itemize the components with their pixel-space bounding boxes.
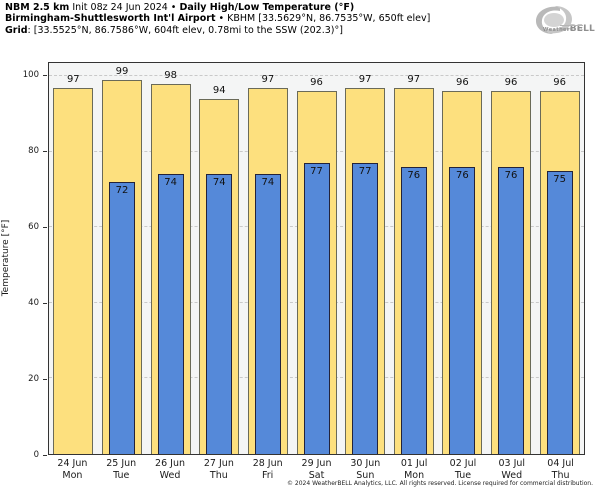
low-bar: 74 bbox=[254, 174, 281, 454]
high-value-label: 96 bbox=[456, 77, 469, 89]
y-tick-mark bbox=[43, 454, 47, 456]
y-axis-title: Temperature [°F] bbox=[1, 219, 11, 297]
y-tick-label: 20 bbox=[28, 373, 39, 384]
logo-brand-prefix: Weather bbox=[543, 27, 570, 33]
x-tick-weekday: Fri bbox=[262, 469, 274, 481]
low-bar: 76 bbox=[400, 166, 427, 454]
x-tick-label: 26 Jun Wed bbox=[155, 458, 185, 481]
init-time: Init 08z 24 Jun 2024 • bbox=[69, 2, 180, 13]
x-tick-date: 26 Jun bbox=[155, 458, 186, 469]
low-bar: 76 bbox=[498, 166, 525, 454]
x-tick-weekday: Mon bbox=[62, 469, 83, 481]
low-bar: 75 bbox=[546, 170, 573, 454]
y-tick-mark bbox=[43, 302, 47, 304]
x-tick-label: 28 Jun Fri bbox=[253, 458, 283, 481]
y-tick-mark bbox=[43, 378, 47, 380]
x-tick-weekday: Thu bbox=[209, 469, 228, 481]
y-tick-mark bbox=[43, 226, 47, 228]
header-line-3: Grid: [33.5525°N, 86.7586°W, 604ft elev,… bbox=[5, 25, 430, 36]
low-bar: 72 bbox=[108, 182, 135, 454]
high-value-label: 98 bbox=[164, 69, 177, 81]
x-tick-weekday: Thu bbox=[551, 469, 570, 481]
chart-header: NBM 2.5 km Init 08z 24 Jun 2024 • Daily … bbox=[5, 2, 430, 36]
x-tick-label: 27 Jun Thu bbox=[204, 458, 234, 481]
x-tick-label: 29 Jun Sat bbox=[302, 458, 332, 481]
x-tick-label: 02 Jul Tue bbox=[450, 458, 477, 481]
high-value-label: 96 bbox=[504, 77, 518, 89]
x-tick-date: 24 Jun bbox=[57, 458, 88, 469]
x-tick-date: 01 Jul bbox=[400, 458, 428, 469]
x-tick-label: 24 Jun Mon bbox=[57, 458, 87, 481]
x-tick-weekday: Sun bbox=[356, 469, 375, 481]
station-details: • KBHM [33.5629°N, 86.7535°W, 650ft elev… bbox=[215, 13, 431, 25]
y-tick-label: 40 bbox=[28, 297, 39, 308]
high-value-label: 96 bbox=[310, 77, 323, 89]
x-tick-label: 25 Jun Tue bbox=[106, 458, 136, 481]
x-tick-weekday: Sat bbox=[308, 469, 325, 481]
product-name: NBM 2.5 km bbox=[5, 2, 70, 13]
plot-area: 97 72 99 74 98 74 94 74 97 77 96 77 97 76 97 76 96 76 96 75… bbox=[48, 62, 585, 455]
high-value-label: 99 bbox=[115, 66, 129, 77]
x-tick-label: 03 Jul Wed bbox=[498, 458, 525, 481]
y-tick-label: 80 bbox=[28, 145, 39, 156]
x-tick-date: 03 Jul bbox=[498, 458, 526, 469]
high-value-label: 94 bbox=[212, 84, 226, 96]
x-tick-label: 01 Jul Mon bbox=[401, 458, 428, 481]
high-value-label: 97 bbox=[261, 73, 275, 85]
low-bar: 76 bbox=[449, 166, 476, 454]
header-line-2: Birmingham-Shuttlesworth Int'l Airport •… bbox=[5, 13, 430, 24]
grid-label: Grid bbox=[5, 24, 28, 36]
header-line-1: NBM 2.5 km Init 08z 24 Jun 2024 • Daily … bbox=[5, 2, 430, 13]
high-value-label: 97 bbox=[407, 73, 421, 85]
x-tick-weekday: Mon bbox=[404, 469, 425, 481]
y-tick-label: 0 bbox=[33, 449, 39, 460]
logo-brand: WeatherBELL bbox=[543, 16, 595, 35]
low-bar: 77 bbox=[303, 163, 330, 454]
station-name: Birmingham-Shuttlesworth Int'l Airport bbox=[5, 13, 216, 25]
grid-details: : [33.5525°N, 86.7586°W, 604ft elev, 0.7… bbox=[27, 24, 343, 36]
x-tick-date: 25 Jun bbox=[106, 458, 137, 469]
y-tick-label: 100 bbox=[22, 69, 39, 80]
high-bar bbox=[53, 87, 94, 454]
x-axis-labels: 24 Jun Mon 25 Jun Tue 26 Jun Wed 27 Jun Thu 28 J… bbox=[48, 458, 585, 484]
logo-tagline: Analytics LLC bbox=[560, 25, 584, 31]
x-tick-date: 28 Jun bbox=[252, 458, 283, 469]
y-axis: 0 20 40 60 80 100 bbox=[0, 62, 48, 460]
swirl-icon bbox=[536, 6, 572, 35]
x-tick-date: 27 Jun bbox=[203, 458, 234, 469]
x-tick-weekday: Tue bbox=[113, 469, 130, 481]
x-tick-date: 04 Jul bbox=[547, 458, 574, 469]
logo-brand-suffix: BELL bbox=[569, 24, 595, 34]
high-value-label: 97 bbox=[358, 73, 372, 85]
x-tick-date: 02 Jul bbox=[449, 458, 477, 469]
chart-title: Daily High/Low Temperature (°F) bbox=[179, 2, 355, 13]
x-tick-weekday: Wed bbox=[501, 469, 523, 481]
y-tick-mark bbox=[43, 150, 47, 152]
high-value-label: 97 bbox=[66, 73, 80, 85]
y-tick-mark bbox=[43, 74, 47, 76]
copyright-notice: © 2024 WeatherBELL Analytics, LLC. All r… bbox=[287, 480, 593, 487]
x-tick-label: 30 Jun Sun bbox=[350, 458, 380, 481]
low-bar: 77 bbox=[352, 163, 379, 454]
x-tick-label: 04 Jul Thu bbox=[547, 458, 574, 481]
x-tick-date: 30 Jun bbox=[350, 458, 381, 469]
x-tick-date: 29 Jun bbox=[301, 458, 332, 469]
gridline-100 bbox=[49, 75, 584, 77]
weatherbell-logo: WeatherBELL Analytics LLC bbox=[534, 4, 595, 36]
y-tick-label: 60 bbox=[28, 221, 39, 232]
x-tick-weekday: Tue bbox=[454, 469, 472, 481]
low-bar: 74 bbox=[157, 174, 184, 454]
high-value-label: 96 bbox=[553, 77, 567, 89]
x-tick-weekday: Wed bbox=[159, 469, 181, 481]
low-bar: 74 bbox=[206, 174, 233, 454]
